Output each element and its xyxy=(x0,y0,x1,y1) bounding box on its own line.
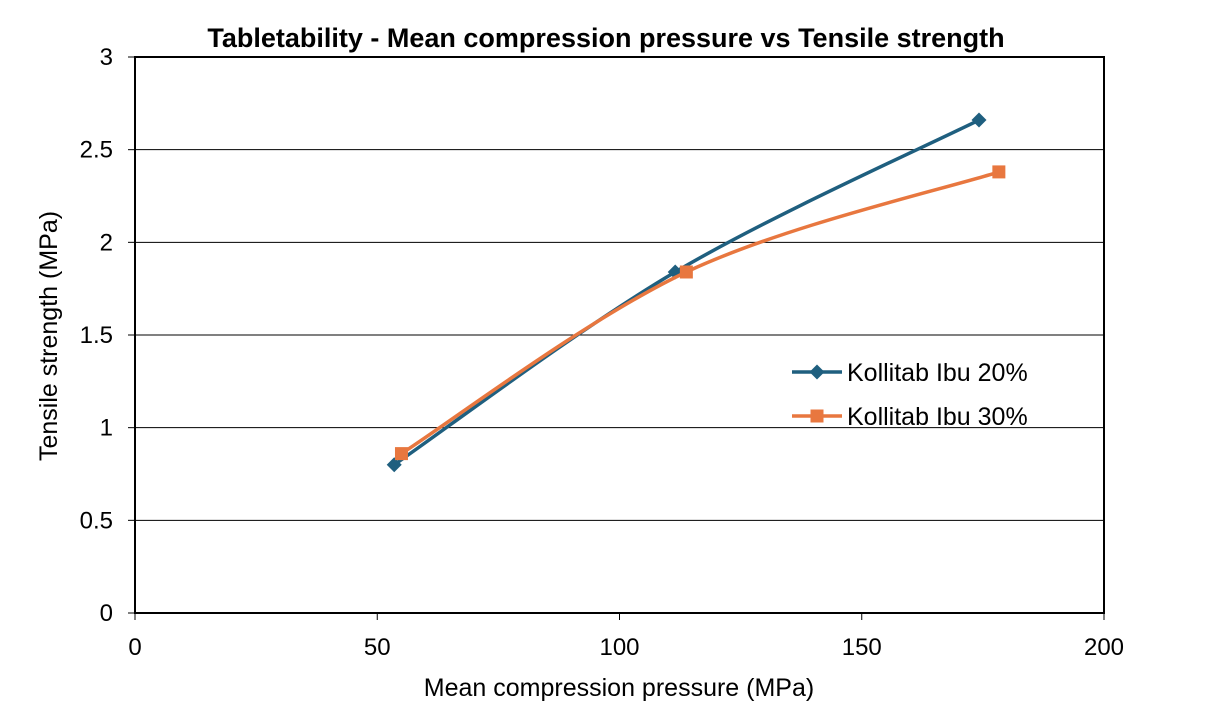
series-layer xyxy=(386,112,1006,473)
y-tick-label: 0.5 xyxy=(80,507,113,534)
series-2-point-1 xyxy=(394,447,408,461)
series-1-point-1 xyxy=(386,457,402,473)
y-tick-label: 1.5 xyxy=(80,322,113,349)
legend: Kollitab Ibu 20% Kollitab Ibu 30% xyxy=(792,359,1028,431)
y-tick-label: 2.5 xyxy=(80,137,113,164)
series-1-point-3 xyxy=(971,112,987,128)
y-tick-label: 3 xyxy=(100,44,113,71)
x-axis-tick-labels: 0 50 100 150 200 xyxy=(128,634,1124,661)
x-tick-label: 200 xyxy=(1084,634,1124,661)
series-2-point-3 xyxy=(992,165,1006,179)
y-axis-title: Tensile strength (MPa) xyxy=(35,211,63,461)
gridlines xyxy=(135,149,1104,521)
y-tick-label: 0 xyxy=(100,600,113,627)
x-axis-title: Mean compression pressure (MPa) xyxy=(424,674,814,702)
legend-item-2-marker xyxy=(810,409,824,423)
axis-ticks xyxy=(128,56,1105,620)
x-tick-label: 150 xyxy=(842,634,882,661)
x-tick-label: 0 xyxy=(128,634,141,661)
legend-item-2: Kollitab Ibu 30% xyxy=(792,403,1028,431)
y-axis-tick-labels: 0 0.5 1 1.5 2 2.5 3 xyxy=(80,44,113,627)
x-tick-label: 50 xyxy=(364,634,391,661)
legend-item-1-label: Kollitab Ibu 20% xyxy=(847,359,1028,387)
legend-item-1-marker xyxy=(809,364,825,380)
y-tick-label: 1 xyxy=(100,415,113,442)
chart-title: Tabletability - Mean compression pressur… xyxy=(207,23,1004,53)
series-2-point-2 xyxy=(679,265,693,279)
x-tick-label: 100 xyxy=(599,634,639,661)
y-tick-label: 2 xyxy=(100,229,113,256)
plot-area-border xyxy=(134,56,1105,614)
legend-item-2-label: Kollitab Ibu 30% xyxy=(847,403,1028,431)
legend-item-1: Kollitab Ibu 20% xyxy=(792,359,1028,387)
